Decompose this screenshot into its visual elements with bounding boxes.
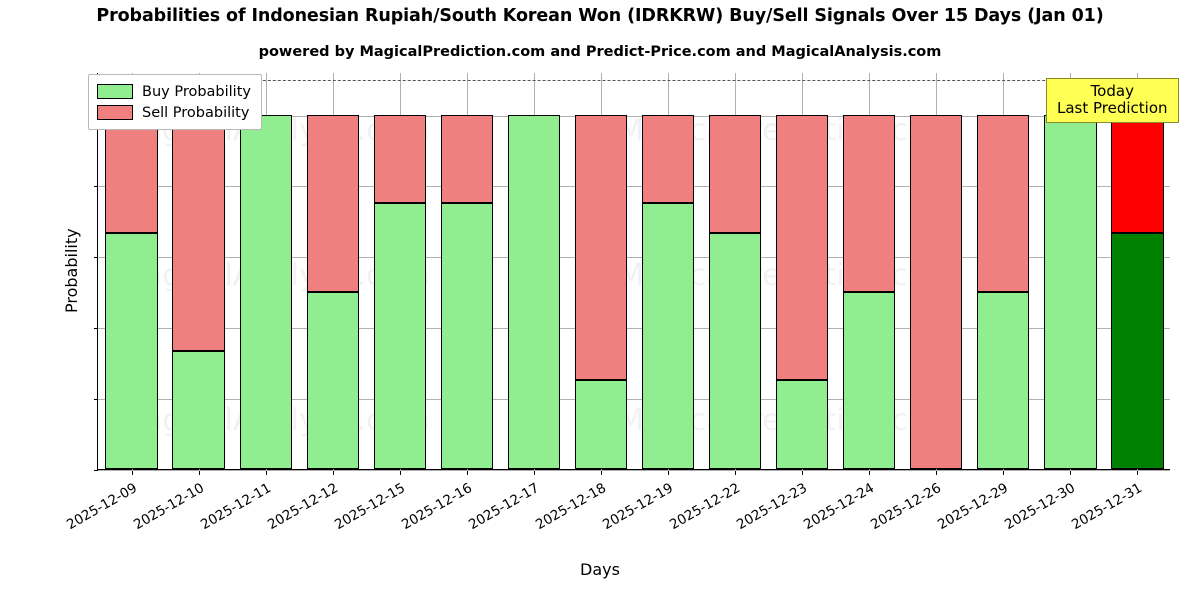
bar-segment-buy <box>440 203 493 469</box>
bar-segment-buy <box>641 203 695 469</box>
bar-group[interactable] <box>708 72 762 469</box>
bar-group[interactable] <box>105 72 158 469</box>
legend-swatch-sell <box>97 105 133 120</box>
x-axis-label: Days <box>580 560 620 579</box>
today-annotation-line1: Today <box>1090 82 1134 100</box>
bar-segment-buy <box>1111 232 1164 469</box>
bar-group[interactable] <box>1044 72 1097 469</box>
y-tick-mark-0 <box>94 470 98 471</box>
x-tick-mark-9 <box>735 470 737 475</box>
x-tick-mark-0 <box>131 470 133 475</box>
x-tick-mark-2 <box>265 470 267 475</box>
chart-subtitle: powered by MagicalPrediction.com and Pre… <box>258 44 942 60</box>
gridline-y-80 <box>98 186 1170 188</box>
bar-group[interactable] <box>641 72 695 469</box>
x-tick-mark-14 <box>1070 470 1072 475</box>
plot-area: MagicalAnalysis.comMagicalPrediction.com… <box>62 73 1170 533</box>
legend-item-buy: Buy Probability <box>97 81 251 102</box>
gridline-y-20 <box>98 399 1170 401</box>
bar-segment-sell <box>1111 114 1164 233</box>
legend-label-sell: Sell Probability <box>142 104 250 121</box>
bar-segment-sell <box>641 114 695 204</box>
gridline-y-100 <box>98 115 1170 117</box>
x-tick-mark-12 <box>936 470 938 475</box>
x-tick-mark-7 <box>600 470 602 475</box>
bar-segment-buy <box>507 114 561 469</box>
x-tick-mark-15 <box>1137 470 1139 475</box>
x-tick-mark-8 <box>668 470 670 475</box>
bar-group[interactable] <box>776 72 829 469</box>
bar-segment-buy <box>708 232 762 469</box>
bar-segment-sell <box>306 114 359 292</box>
x-tick-mark-10 <box>802 470 804 475</box>
bar-segment-buy <box>239 114 292 469</box>
bar-segment-sell <box>708 114 762 233</box>
x-tick-mark-5 <box>466 470 468 475</box>
chart-legend: Buy Probability Sell Probability <box>88 74 262 130</box>
bar-segment-sell <box>440 114 493 204</box>
bar-group[interactable] <box>910 72 963 469</box>
bar-segment-sell <box>373 114 426 204</box>
bar-segment-sell <box>776 114 829 381</box>
bar-group[interactable] <box>239 72 292 469</box>
x-tick-mark-4 <box>399 470 401 475</box>
bars-layer <box>98 73 1170 469</box>
bar-segment-sell <box>105 114 158 233</box>
gridline-y-60 <box>98 257 1170 259</box>
bar-segment-sell <box>574 114 628 381</box>
bar-segment-buy <box>172 350 225 469</box>
bar-segment-buy <box>306 291 359 469</box>
x-tick-mark-1 <box>198 470 200 475</box>
bar-group[interactable] <box>507 72 561 469</box>
gridline-y-40 <box>98 328 1170 330</box>
legend-item-sell: Sell Probability <box>97 102 251 123</box>
bar-segment-buy <box>977 291 1030 469</box>
bar-segment-buy <box>1044 114 1097 469</box>
y-tick-mark-40 <box>94 328 98 330</box>
bar-segment-sell <box>977 114 1030 292</box>
today-annotation-line2: Last Prediction <box>1057 98 1168 117</box>
bar-group[interactable] <box>843 72 896 469</box>
bar-group[interactable] <box>977 72 1030 469</box>
gridline-y-0 <box>98 470 1170 471</box>
legend-swatch-buy <box>97 84 133 99</box>
y-tick-mark-20 <box>94 399 98 401</box>
today-annotation: Today Last Prediction <box>1046 78 1179 123</box>
bar-segment-buy <box>776 380 829 469</box>
bar-group[interactable] <box>306 72 359 469</box>
y-axis-label: Probability <box>62 228 81 313</box>
x-tick-mark-6 <box>533 470 535 475</box>
bar-group[interactable] <box>440 72 493 469</box>
bar-group[interactable] <box>1111 72 1164 469</box>
bar-segment-buy <box>574 380 628 469</box>
x-tick-mark-3 <box>332 470 334 475</box>
x-tick-mark-13 <box>1003 470 1005 475</box>
bar-segment-sell <box>843 114 896 292</box>
y-tick-mark-80 <box>94 186 98 188</box>
chart-title: Probabilities of Indonesian Rupiah/South… <box>96 6 1104 26</box>
bar-segment-sell <box>172 114 225 351</box>
x-tick-mark-11 <box>869 470 871 475</box>
bar-segment-buy <box>843 291 896 469</box>
bar-segment-sell <box>910 114 963 469</box>
reference-dashed-line <box>98 80 1170 82</box>
bar-segment-buy <box>105 232 158 469</box>
bar-group[interactable] <box>373 72 426 469</box>
y-tick-mark-60 <box>94 257 98 259</box>
legend-label-buy: Buy Probability <box>142 83 251 100</box>
bar-group[interactable] <box>574 72 628 469</box>
bar-group[interactable] <box>172 72 225 469</box>
bar-segment-buy <box>373 203 426 469</box>
